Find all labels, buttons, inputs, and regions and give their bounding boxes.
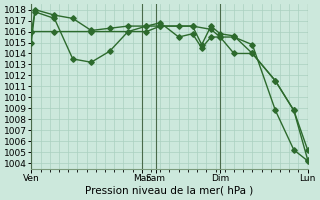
X-axis label: Pression niveau de la mer( hPa ): Pression niveau de la mer( hPa ) xyxy=(85,186,254,196)
